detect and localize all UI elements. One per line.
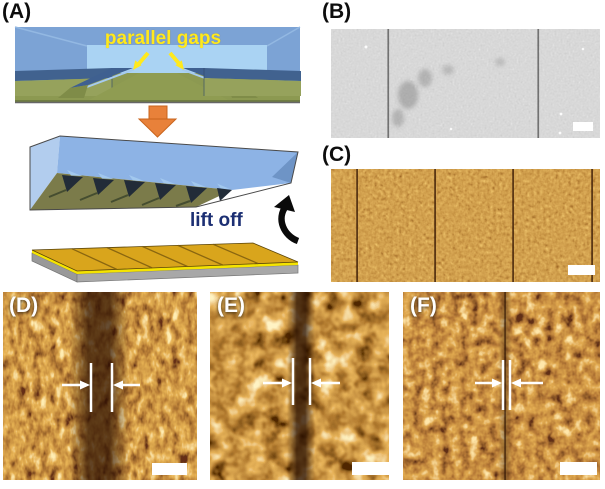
gap-width-marker (263, 358, 340, 405)
sem-texture (331, 29, 600, 138)
panel-b-sem-image (331, 29, 600, 138)
gold-substrate-3d (31, 242, 299, 283)
gap-line (591, 169, 593, 282)
scale-bar (560, 462, 597, 475)
panel-e-label: (E) (217, 294, 245, 317)
gap-line (504, 292, 506, 480)
scale-bar (152, 463, 187, 475)
gap-pointer-arrows (133, 51, 184, 70)
panel-f-label: (F) (410, 294, 437, 317)
panel-f-afm-image: (F) (403, 292, 600, 480)
panel-e-afm-image: (E) (210, 292, 389, 480)
gap-line (537, 29, 540, 138)
gap-line (387, 29, 390, 138)
scale-bar (573, 122, 593, 131)
stamp-3d (29, 135, 299, 211)
afm-texture (331, 169, 600, 282)
parallel-gaps-annotation: parallel gaps (104, 28, 222, 49)
panel-c-label: (C) (322, 143, 352, 166)
afm-texture (3, 292, 197, 480)
gap-line (356, 169, 358, 282)
gap-line (512, 169, 514, 282)
gap-width-marker (62, 363, 140, 412)
afm-texture (210, 292, 389, 480)
panel-a-label: (A) (2, 0, 32, 23)
panel-d-label: (D) (9, 294, 39, 317)
pdms-mold-perspective-view (14, 26, 301, 104)
afm-texture (403, 292, 600, 480)
gap-width-marker (475, 360, 543, 410)
process-down-arrow (137, 105, 178, 138)
scale-bar (352, 462, 389, 475)
fabrication-schematic (14, 26, 301, 283)
panel-c-afm-image (331, 169, 600, 282)
lift-off-curl-arrow (274, 195, 300, 245)
panel-b-label: (B) (322, 0, 352, 23)
panel-d-afm-image: (D) (3, 292, 197, 480)
scale-bar (568, 265, 595, 275)
lift-off-annotation: lift off (190, 210, 243, 231)
gap-line (434, 169, 436, 282)
sem-smudges (392, 58, 505, 127)
